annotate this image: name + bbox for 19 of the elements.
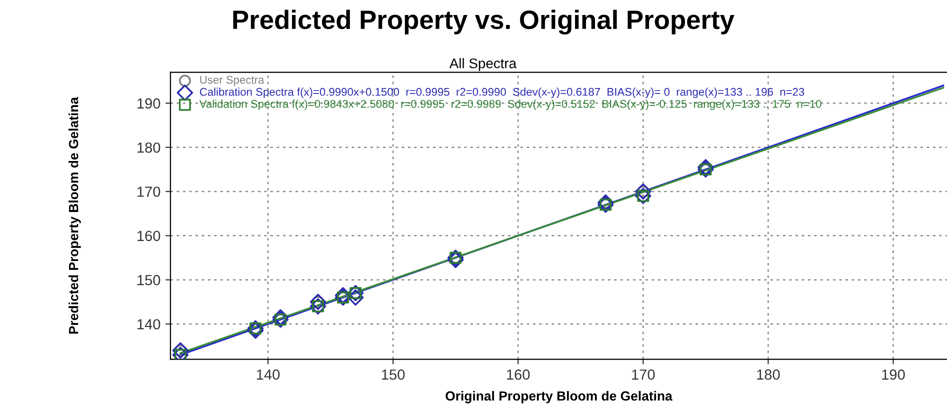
chart-title: Predicted Property vs. Original Property	[233, 10, 734, 34]
x-tick-label: 180	[757, 369, 780, 380]
y-axis-title: Predicted Property Bloom de Gelatina	[68, 96, 81, 334]
y-tick-label: 140	[138, 319, 160, 330]
y-tick-label: 180	[138, 142, 160, 153]
y-tick-label: 160	[138, 230, 160, 242]
legend-label: Calibration Spectra f(x)=0.9990x+0.1500 r=0.9995 r2=0.9990 Sdev(x-y)=0.6187 BIAS(x-y)= 0 range(x)=133 .. 196 n=23	[200, 88, 804, 98]
legend-label: User Spectra	[200, 76, 264, 86]
x-tick-label: 140	[256, 369, 280, 380]
x-tick-label: 160	[507, 369, 530, 380]
legend-label: Validation Spectra f(x)=0.9843x+2.5080 r=0.9995 r2=0.9989 Sdev(x-y)=0.5152 BIAS(x-y)=-0.125 range(x)=133 .. 175 n=10	[199, 100, 822, 110]
y-tick-label: 150	[138, 274, 160, 286]
x-tick-label: 190	[882, 369, 905, 380]
y-tick-label: 190	[138, 98, 160, 109]
x-tick-label: 150	[382, 369, 405, 380]
x-axis-title: Original Property Bloom de Gelatina	[446, 390, 672, 404]
chart-subtitle: All Spectra	[449, 58, 517, 72]
y-tick-label: 170	[138, 186, 160, 197]
x-tick-label: 170	[632, 369, 655, 380]
